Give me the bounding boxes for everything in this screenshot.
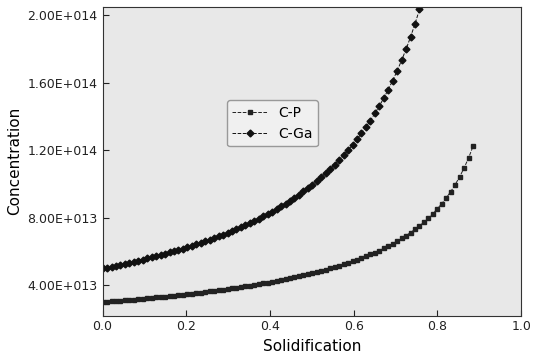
C-Ga	[314, 179, 320, 183]
Y-axis label: Concentration: Concentration	[7, 107, 22, 216]
C-P	[455, 177, 462, 182]
C-P	[314, 270, 320, 274]
C-P	[253, 283, 259, 287]
C-P	[248, 283, 254, 288]
C-P	[160, 295, 167, 299]
C-Ga	[253, 218, 259, 222]
Line: C-P: C-P	[100, 144, 476, 305]
C-Ga	[355, 135, 362, 140]
Legend: C-P, C-Ga: C-P, C-Ga	[226, 100, 318, 146]
C-Ga	[248, 220, 254, 225]
C-Ga	[100, 266, 106, 271]
C-P	[355, 257, 362, 261]
C-P	[100, 300, 106, 304]
C-Ga	[160, 252, 167, 256]
C-P	[470, 144, 476, 148]
Line: C-Ga: C-Ga	[100, 0, 476, 271]
X-axis label: Solidification: Solidification	[263, 339, 361, 354]
